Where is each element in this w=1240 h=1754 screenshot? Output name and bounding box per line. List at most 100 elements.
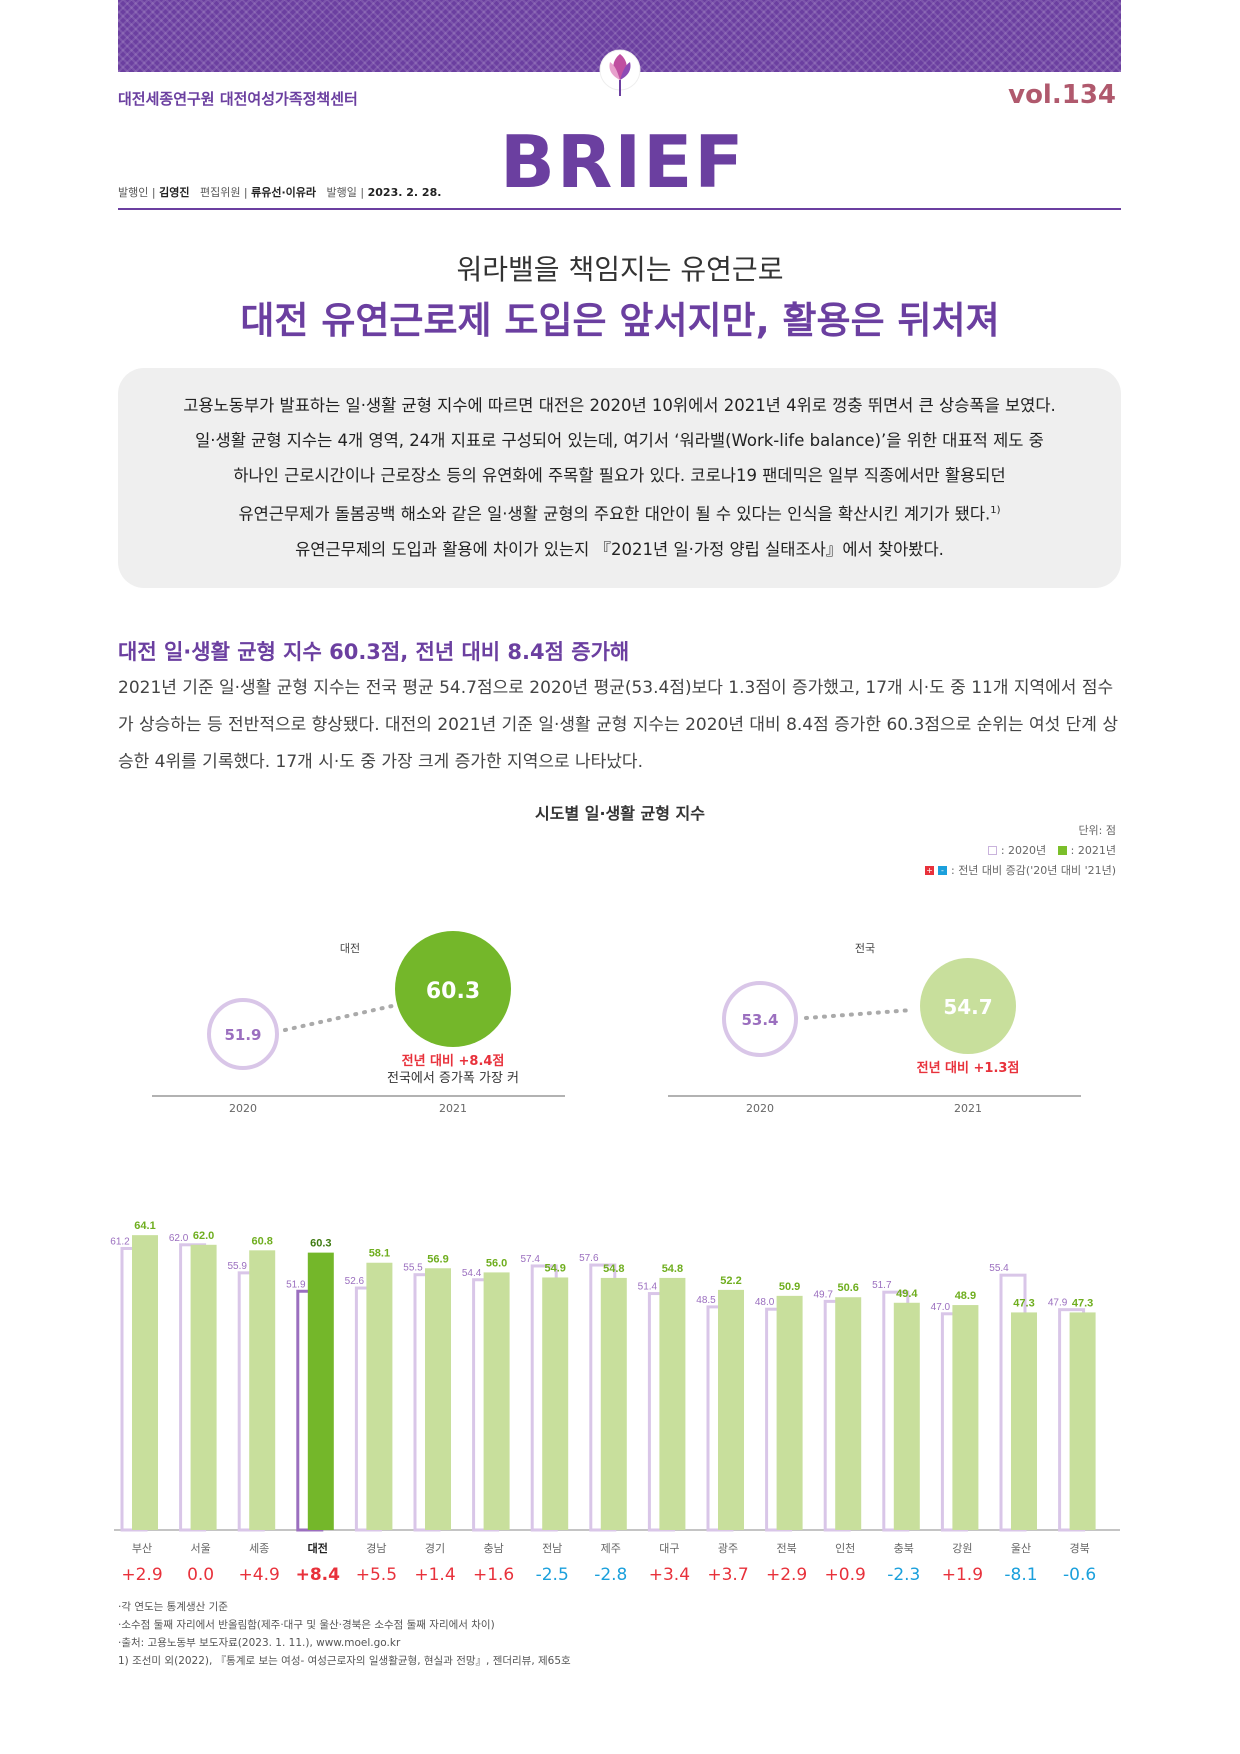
- masthead-meta: 발행인 | 김영진 편집위원 | 류유선·이유라 발행일 | 2023. 2. …: [118, 186, 442, 199]
- bar-2021-value-label: 56.9: [427, 1253, 448, 1265]
- daejeon-2021-bubble: [395, 931, 511, 1047]
- national-bubble-label: 전국: [854, 942, 876, 955]
- chart-legend-years: : 2020년 : 2021년: [987, 842, 1116, 858]
- bubble-comparison-chart: 51.9 60.3 53.4 54.7: [152, 931, 1081, 1097]
- bar-2021: [249, 1250, 276, 1530]
- bar-2020-value-label: 47.0: [931, 1302, 951, 1313]
- chart-legend-change: + - : 전년 대비 증감('20년 대비 '21년): [924, 862, 1116, 878]
- change-value-label: +3.7: [707, 1565, 748, 1585]
- daejeon-2020-bubble: [207, 998, 279, 1070]
- bar-2021: [366, 1262, 393, 1530]
- bar-2021: [600, 1277, 627, 1530]
- bar-2021: [425, 1268, 451, 1530]
- chart-unit: 단위: 점: [1078, 824, 1116, 837]
- bar-2020-value-label: 55.4: [989, 1263, 1009, 1274]
- change-value-label: +4.9: [239, 1565, 280, 1585]
- bar-2021: [893, 1302, 920, 1530]
- legend-minus-swatch: -: [937, 865, 947, 875]
- category-tick-label: 울산: [1011, 1542, 1031, 1555]
- bar-2020-value-label: 55.5: [403, 1263, 423, 1274]
- change-value-label: +3.4: [649, 1565, 690, 1585]
- bar-2020-value-label: 52.6: [345, 1276, 365, 1287]
- daejeon-change-note: 전년 대비 +8.4점: [401, 1054, 505, 1069]
- bar-2020-value-label: 48.0: [755, 1297, 775, 1308]
- change-value-label: +2.9: [121, 1565, 162, 1585]
- bar-2020-value-label: 55.9: [227, 1261, 247, 1272]
- regional-bar-chart: 61.2 64.1 부산 +2.9 62.0 62.0 서울 0.0 55.9 60.8 세종 +4.…: [110, 1220, 1120, 1585]
- bar-2021-value-label: 64.1: [134, 1220, 155, 1232]
- flower-logo-icon: [599, 49, 641, 96]
- bar-2020-value-label: 62.0: [169, 1233, 189, 1244]
- footnote-line: 1) 조선미 외(2022), 『통계로 보는 여성- 여성근로자의 일생활균형…: [118, 1655, 571, 1667]
- bar-2021-value-label: 52.2: [720, 1275, 741, 1287]
- category-tick-label: 전북: [776, 1542, 796, 1555]
- issue-date: 2023. 2. 28.: [367, 186, 442, 199]
- daejeon-rank-note: 전국에서 증가폭 가장 커: [387, 1071, 519, 1086]
- national-2021-bubble: [920, 958, 1016, 1054]
- category-tick-label: 충남: [483, 1542, 503, 1555]
- legend-2021-label: : 2021년: [1070, 844, 1116, 857]
- bar-2021-value-label: 54.8: [662, 1263, 683, 1275]
- bar-2020-value-label: 47.9: [1048, 1298, 1068, 1309]
- footnotes: ·각 연도는 통계생산 기준 ·소수점 둘째 자리에서 반올림함(제주·대구 및…: [118, 1598, 571, 1670]
- bar-2021: [190, 1244, 217, 1530]
- footnote-line: ·소수점 둘째 자리에서 반올림함(제주·대구 및 울산·경북은 소수점 둘째 …: [118, 1619, 495, 1631]
- daejeon-year-2021: 2021: [439, 1102, 467, 1115]
- national-note: 전년 대비 +1.3점: [858, 1060, 1078, 1077]
- bar-2021: [542, 1277, 569, 1530]
- bar-2021: [1011, 1312, 1037, 1530]
- daejeon-bubble-label: 대전: [339, 942, 361, 955]
- header-pattern-band: [118, 0, 1121, 72]
- bar-2021-value-label: 60.8: [251, 1235, 272, 1247]
- category-tick-label: 경기: [425, 1542, 445, 1555]
- summary-line: 일·생활 균형 지수는 4개 영역, 24개 지표로 구성되어 있는데, 여기서…: [195, 431, 1044, 450]
- bar-2021: [835, 1297, 862, 1530]
- bar-2021-value-label: 48.9: [955, 1290, 976, 1302]
- change-value-label: +2.9: [766, 1565, 807, 1585]
- bar-2020-value-label: 51.9: [286, 1279, 306, 1290]
- date-label: 발행일: [326, 186, 357, 199]
- summary-box: 고용노동부가 발표하는 일·생활 균형 지수에 따르면 대전은 2020년 10…: [118, 368, 1121, 588]
- change-value-label: -2.8: [594, 1565, 627, 1585]
- category-tick-label: 대구: [659, 1542, 679, 1555]
- category-tick-label: 경북: [1069, 1542, 1089, 1555]
- section-body: 2021년 기준 일·생활 균형 지수는 전국 평균 54.7점으로 2020년…: [118, 678, 1118, 772]
- footnote-line: ·각 연도는 통계생산 기준: [118, 1601, 228, 1613]
- bar-2021: [952, 1305, 979, 1530]
- category-tick-label: 제주: [601, 1542, 621, 1555]
- summary-line: 유연근무제의 도입과 활용에 차이가 있는지 『2021년 일·가정 양립 실태…: [295, 539, 944, 559]
- bar-2021-value-label: 50.6: [837, 1282, 858, 1294]
- national-year-2020: 2020: [746, 1102, 774, 1115]
- bar-2021-value-label: 50.9: [779, 1281, 800, 1293]
- national-2020-value: 53.4: [741, 1011, 778, 1029]
- category-tick-label: 대전: [308, 1541, 328, 1555]
- bar-2021: [718, 1289, 744, 1530]
- category-tick-label: 부산: [132, 1542, 152, 1555]
- bar-2021: [1069, 1312, 1096, 1530]
- summary-line: 하나인 근로시간이나 근로장소 등의 유연화에 주목할 필요가 있다. 코로나1…: [233, 466, 1006, 485]
- category-tick-label: 경남: [366, 1542, 386, 1555]
- bar-2021-value-label: 60.3: [310, 1238, 331, 1250]
- category-tick-label: 세종: [249, 1542, 269, 1555]
- daejeon-year-2020: 2020: [229, 1102, 257, 1115]
- editor-label: 편집위원: [199, 186, 241, 199]
- bar-2021-value-label: 49.4: [896, 1288, 918, 1300]
- bar-2021-value-label: 47.3: [1072, 1297, 1093, 1309]
- change-value-label: 0.0: [187, 1565, 214, 1585]
- category-tick-label: 인천: [835, 1541, 855, 1555]
- change-value-label: -2.5: [536, 1565, 569, 1585]
- bar-2021: [776, 1295, 803, 1530]
- bar-2021: [483, 1272, 510, 1530]
- headline-title: 대전 유연근로제 도입은 앞서지만, 활용은 뒤처져: [240, 299, 1000, 342]
- change-value-label: -0.6: [1063, 1565, 1096, 1585]
- bar-2020-value-label: 61.2: [110, 1236, 130, 1247]
- organization-name: 대전세종연구원 대전여성가족정책센터: [118, 90, 358, 108]
- masthead-divider: [118, 208, 1121, 210]
- category-tick-label: 강원: [952, 1542, 972, 1555]
- bar-2021-value-label: 47.3: [1013, 1297, 1034, 1309]
- daejeon-note: 전년 대비 +8.4점 전국에서 증가폭 가장 커: [343, 1053, 563, 1087]
- bar-2021-value-label: 62.0: [193, 1230, 214, 1242]
- legend-change-label: : 전년 대비 증감('20년 대비 '21년): [950, 864, 1116, 877]
- bar-2020-value-label: 54.4: [462, 1268, 482, 1279]
- bar-2021: [307, 1252, 334, 1530]
